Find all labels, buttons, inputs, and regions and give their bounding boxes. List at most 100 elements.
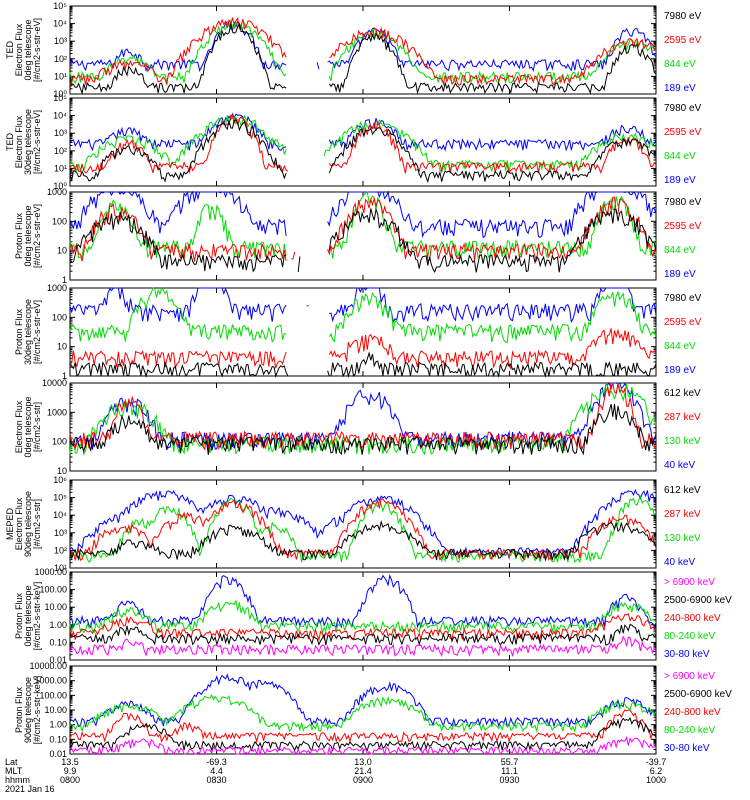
series-line-189-ev <box>69 112 657 152</box>
series-40-kev <box>69 382 657 451</box>
legend-entry: 844 eV <box>664 59 696 70</box>
series-line-7980-ev <box>69 207 657 273</box>
legend-entry: 2500-6900 keV <box>664 689 732 700</box>
series-189-ev <box>69 112 657 152</box>
y-axis-label: [#/cm2-s-str-eV] <box>32 300 42 364</box>
legend-entry: 7980 eV <box>664 11 702 22</box>
y-tick-label: 10⁴ <box>53 19 67 29</box>
y-tick-label: 10⁴ <box>53 510 67 520</box>
y-tick-label: 10² <box>54 54 67 64</box>
y-tick-label: 100.00 <box>39 585 67 595</box>
y-axis-label: [#/cm2-s-str-keV] <box>32 582 42 651</box>
legend-entry: 2595 eV <box>664 221 702 232</box>
series-7980-ev <box>69 119 657 184</box>
series-line-30-80-kev <box>69 673 657 729</box>
panel-frame <box>69 287 657 377</box>
y-axis-label: 90deg telescope <box>23 491 33 557</box>
y-tick-label: 10⁰ <box>53 181 67 191</box>
y-tick-label: 1000 <box>47 187 67 197</box>
x-tick-label: 0900 <box>353 775 373 785</box>
series-line-2595-ev <box>69 16 657 87</box>
x-tick-label: 13.5 <box>61 757 79 767</box>
legend-entry: 7980 eV <box>664 103 702 114</box>
y-tick-label: 100 <box>52 437 67 447</box>
y-axis-label: Electron Flux <box>14 497 24 550</box>
series-2595-ev <box>69 196 657 263</box>
y-tick-label: 1000 <box>47 283 67 293</box>
y-tick-label: 1000.00 <box>34 567 67 577</box>
legend-entry: 844 eV <box>664 341 696 352</box>
y-tick-label: 10 <box>57 342 67 352</box>
series-7980-ev <box>69 22 657 95</box>
series-line-7980-ev <box>69 351 657 378</box>
legend-entry: 240-800 keV <box>664 707 721 718</box>
series-80-240-kev <box>69 693 657 733</box>
x-tick-label: 11.1 <box>501 766 518 776</box>
x-tick-label: 9.9 <box>64 766 77 776</box>
series-line-130-kev <box>69 381 657 456</box>
series-844-ev <box>69 19 657 85</box>
x-tick-label: 6.2 <box>650 766 663 776</box>
y-tick-label: 10¹ <box>54 71 67 81</box>
series-844-ev <box>69 286 657 343</box>
y-tick-label: 100 <box>52 312 67 322</box>
panel-frame <box>69 665 657 755</box>
x-tick-label: 0830 <box>206 775 226 785</box>
legend-entry: 189 eV <box>664 83 696 94</box>
y-axis-label: 0deg telescope <box>23 585 33 646</box>
series-line-287-kev <box>69 382 657 451</box>
panel-1: 10⁰ 10¹ 10² 10³ 10⁴ 10⁵ TED Electron Flux 0deg t… <box>5 1 702 99</box>
series-line-189-ev <box>69 190 657 239</box>
y-axis-label: Proton Flux <box>14 592 24 639</box>
y-tick-label: 10.00 <box>44 602 67 612</box>
y-tick-label: 10⁰ <box>53 89 67 99</box>
panel-6: 10¹ 10² 10³ 10⁴ 10⁵ 10⁶ MEPED Electron Flux 90de… <box>5 475 701 573</box>
y-tick-label: 10² <box>54 146 67 156</box>
series-2500-6900-kev <box>69 717 657 752</box>
panel-2: 10⁰ 10¹ 10² 10³ 10⁴ 10⁵ TED Electron Flux 30deg … <box>5 93 702 191</box>
y-tick-label: 1 <box>62 371 67 381</box>
y-tick-label: 10 <box>57 466 67 476</box>
series-line-2500-6900-kev <box>69 623 657 647</box>
series-189-ev <box>69 190 657 239</box>
y-axis-label: TED <box>5 40 15 59</box>
y-axis-label: Electron Flux <box>14 115 24 168</box>
panel-frame <box>69 191 657 281</box>
series-line-2595-ev <box>69 196 657 263</box>
y-axis-label: Proton Flux <box>14 308 24 355</box>
legend-entry: 130 keV <box>664 533 701 544</box>
x-row-label: Lat <box>5 757 18 767</box>
series-line-612-kev <box>69 403 656 456</box>
x-tick-label: 21.4 <box>354 766 372 776</box>
y-tick-label: 0.10 <box>49 637 67 647</box>
y-tick-label: 10⁵ <box>53 493 67 503</box>
legend-entry: 189 eV <box>664 175 696 186</box>
panel-5: 10 100 1000 10000 Electron Flux 0deg telescop… <box>14 378 701 476</box>
series-line-844-ev <box>69 286 657 343</box>
legend-entry: 30-80 keV <box>664 743 710 754</box>
x-row-label: hhmm <box>5 775 30 785</box>
legend-entry: 40 keV <box>664 460 695 471</box>
series-line-80-240-kev <box>69 599 657 635</box>
series-line-2595-ev <box>69 328 657 371</box>
series-2500-6900-kev <box>69 623 657 647</box>
y-tick-label: 1 <box>62 275 67 285</box>
x-tick-label: 4.4 <box>210 766 223 776</box>
legend-entry: 287 keV <box>664 412 701 423</box>
series-240-800-kev <box>69 613 657 642</box>
series-240-800-kev <box>69 709 657 744</box>
series-7980-ev <box>69 207 657 273</box>
legend-entry: 612 keV <box>664 388 701 399</box>
series-30-80-kev <box>69 573 657 629</box>
series-line-30-80-kev <box>69 573 657 629</box>
y-tick-label: 0.01 <box>49 749 67 759</box>
x-tick-label: -69.3 <box>206 757 227 767</box>
y-axis-label: [#/cm2-s-str-eV] <box>32 110 42 174</box>
series-line-189-ev <box>69 20 657 72</box>
panel-frame <box>69 479 657 569</box>
series-line-240-800-kev <box>69 613 657 642</box>
y-axis-label: 30deg telescope <box>23 299 33 365</box>
legend-entry: 80-240 keV <box>664 631 715 642</box>
x-tick-label: 1000 <box>646 775 666 785</box>
